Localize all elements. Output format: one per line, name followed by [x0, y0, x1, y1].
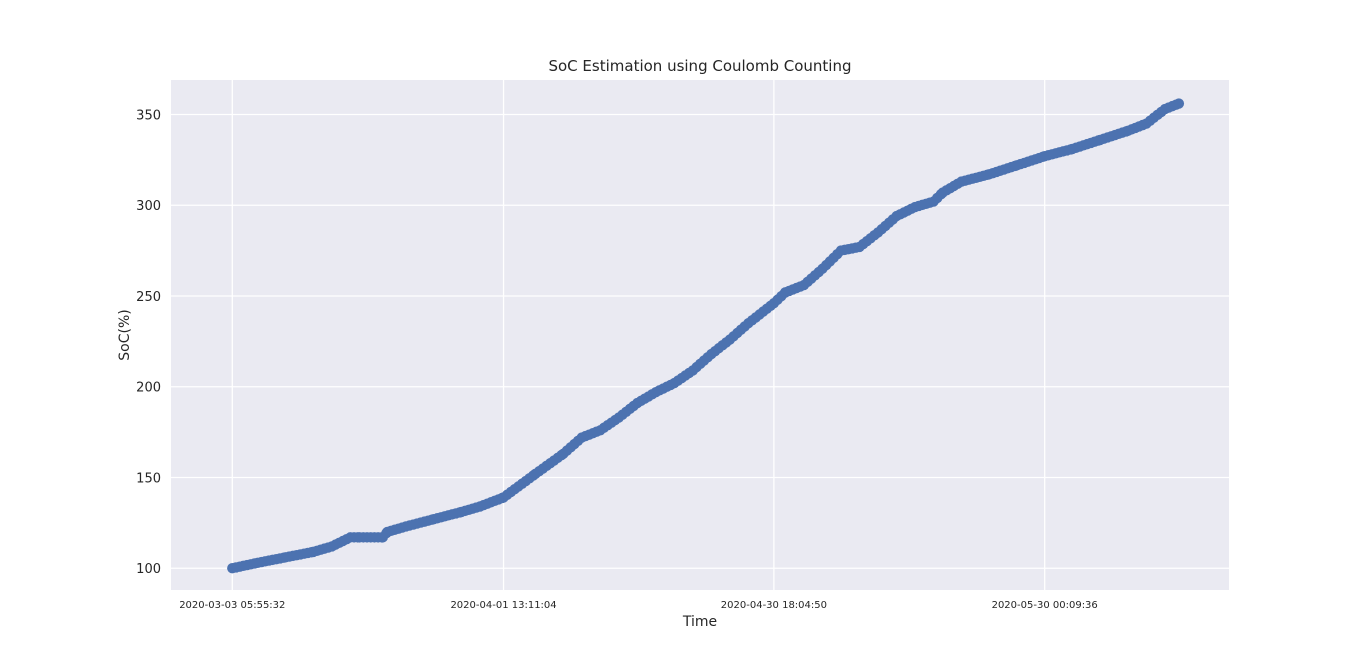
x-tick-label: 2020-04-30 18:04:50 [721, 600, 827, 611]
chart-title: SoC Estimation using Coulomb Counting [548, 57, 851, 75]
x-tick-label: 2020-04-01 13:11:04 [450, 600, 556, 611]
grid [171, 80, 1229, 590]
y-tick-labels: 100 150 200 250 300 350 [136, 108, 161, 577]
y-tick-label: 300 [136, 199, 161, 214]
y-tick-label: 250 [136, 290, 161, 305]
data-points [227, 98, 1185, 574]
x-axis-label: Time [682, 614, 717, 630]
x-tick-label: 2020-05-30 00:09:36 [992, 600, 1098, 611]
y-tick-label: 350 [136, 108, 161, 123]
plot-area [171, 80, 1229, 590]
y-tick-label: 150 [136, 471, 161, 486]
x-tick-label: 2020-03-03 05:55:32 [179, 600, 285, 611]
x-tick-labels: 2020-03-03 05:55:32 2020-04-01 13:11:04 20… [179, 600, 1098, 611]
y-tick-label: 200 [136, 381, 161, 396]
y-tick-label: 100 [136, 562, 161, 577]
data-point [1173, 98, 1185, 109]
y-axis-label: SoC(%) [117, 309, 133, 360]
